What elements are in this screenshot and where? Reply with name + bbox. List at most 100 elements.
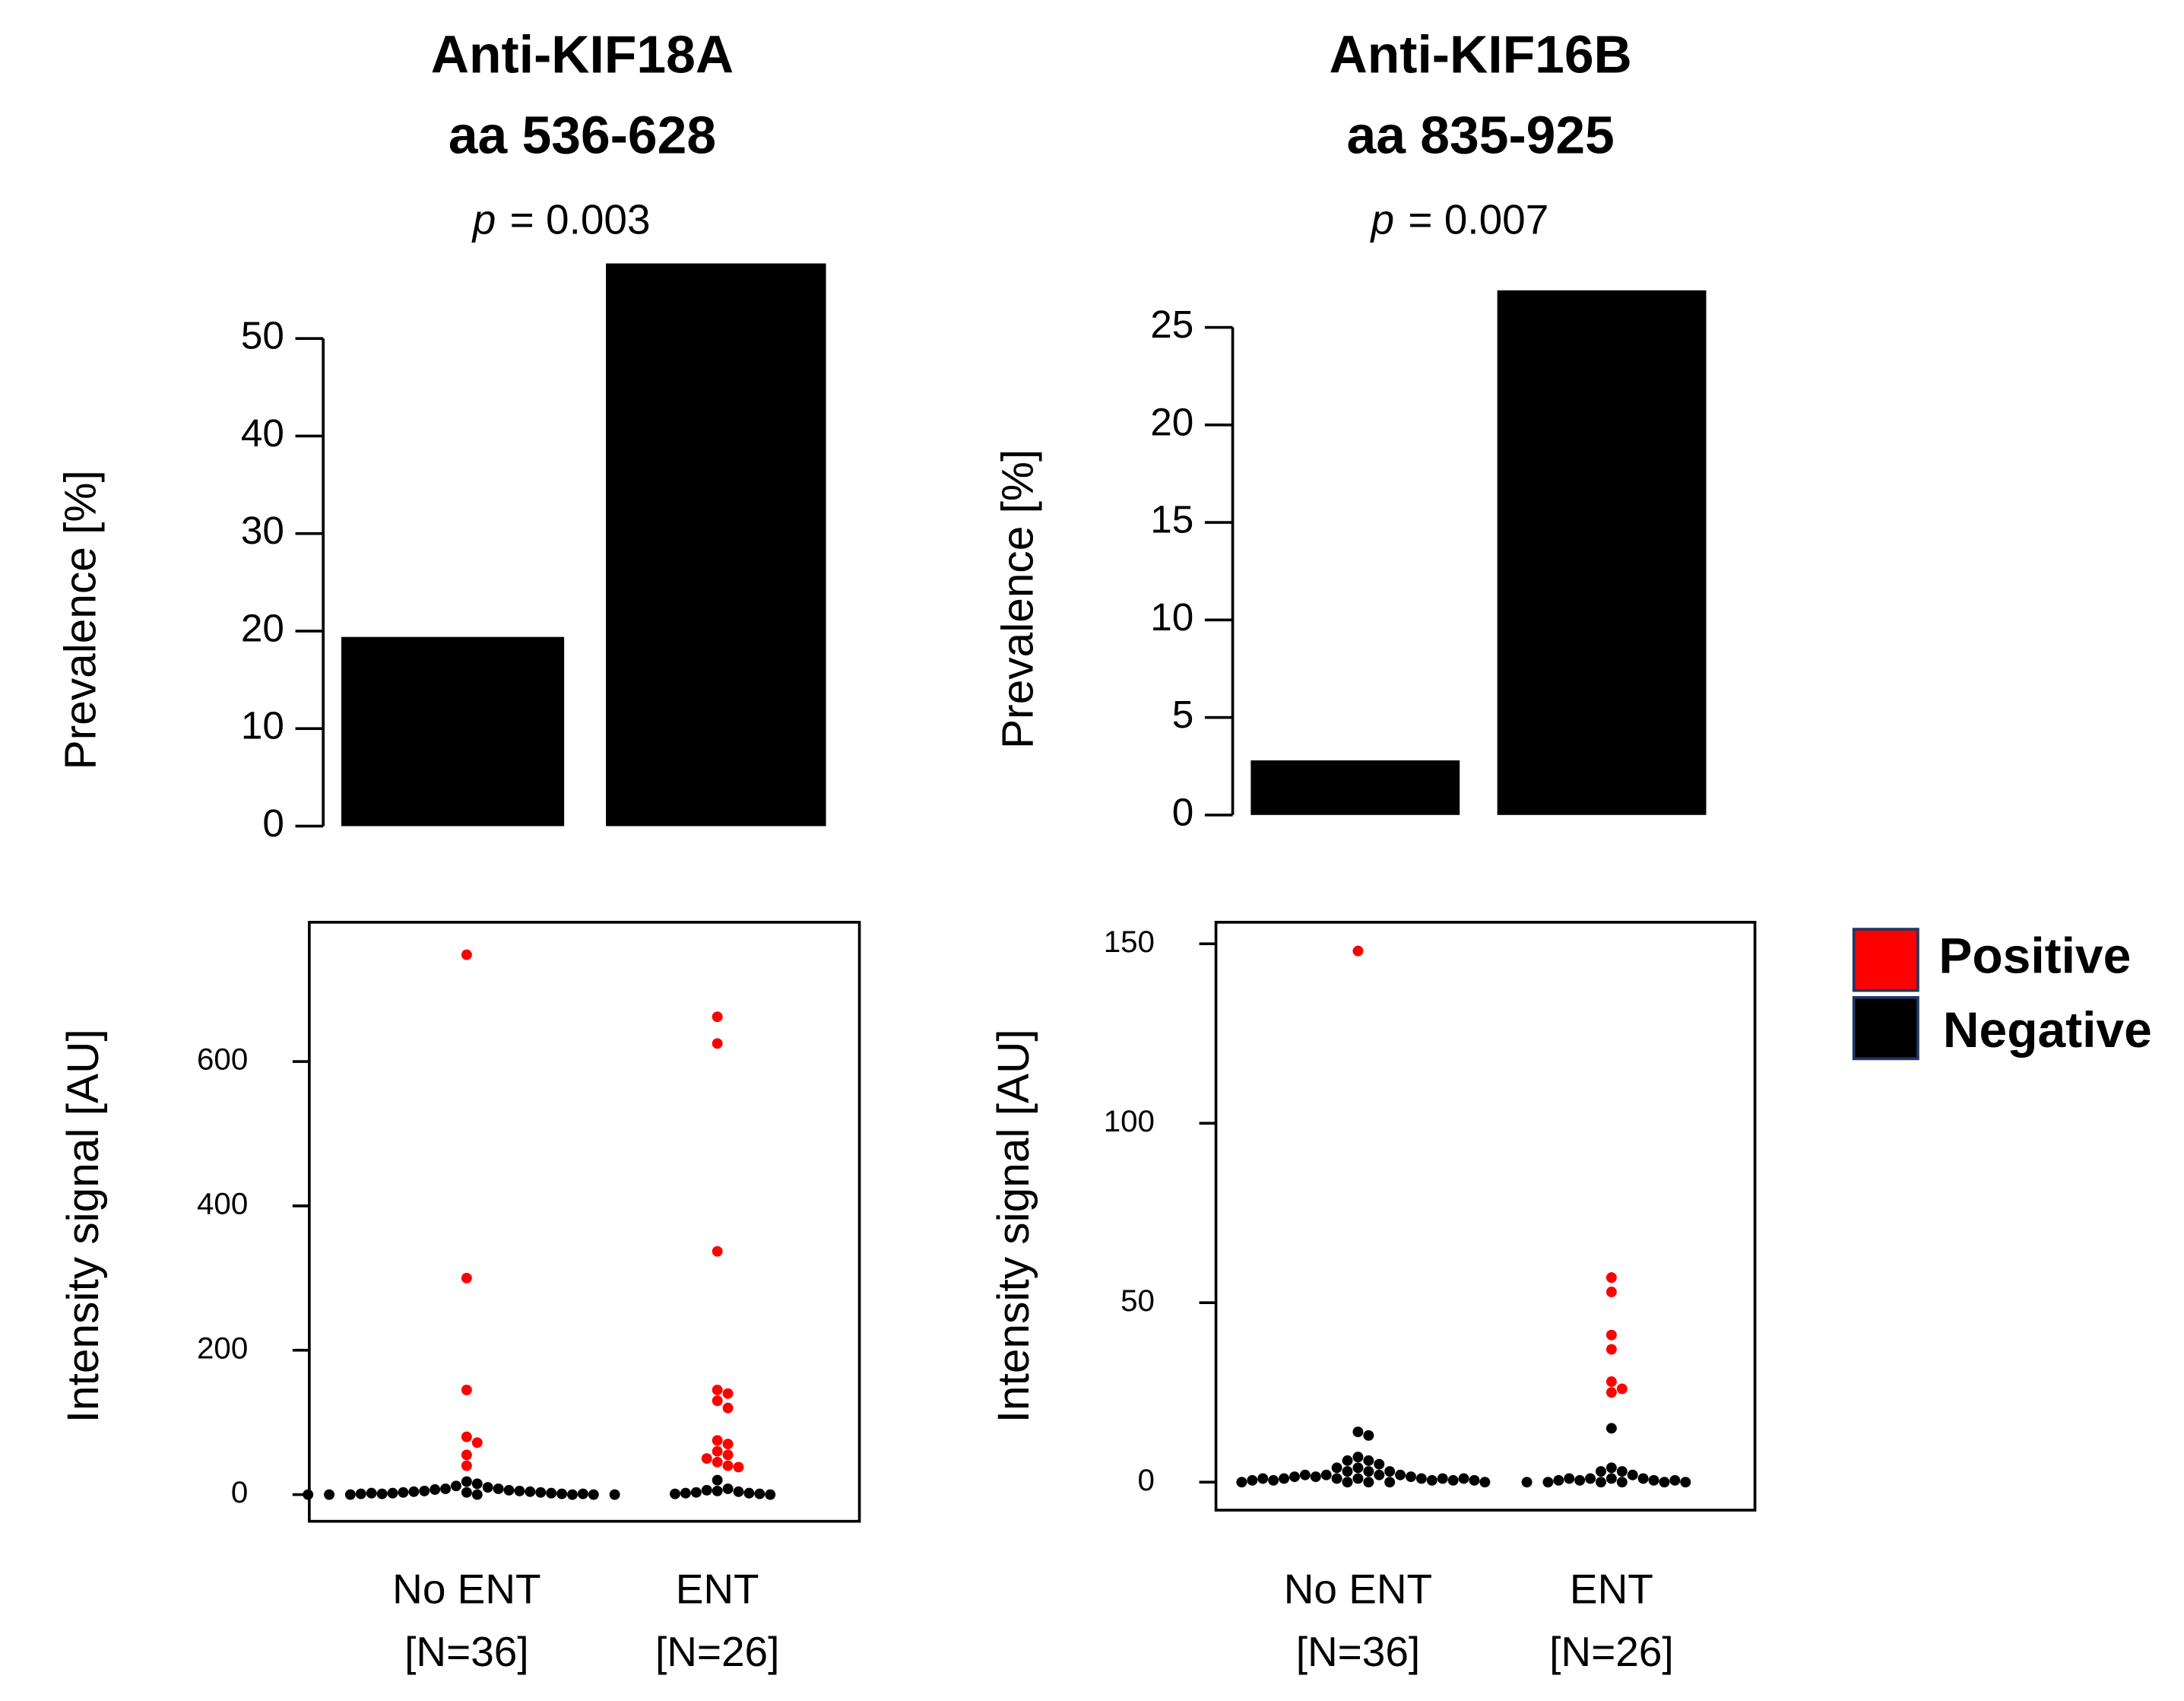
point	[461, 1384, 472, 1395]
point	[754, 1488, 766, 1499]
bar	[606, 263, 826, 827]
point	[471, 1478, 483, 1490]
point	[1606, 1473, 1617, 1484]
point	[1437, 1473, 1448, 1484]
point	[556, 1488, 568, 1499]
point	[1363, 1430, 1374, 1441]
point	[1289, 1471, 1300, 1483]
point	[1331, 1473, 1342, 1484]
point	[609, 1489, 620, 1500]
bar	[341, 636, 565, 827]
x-category-count: [N=36]	[404, 1628, 528, 1675]
y-tick-label: 0	[262, 801, 284, 845]
bar	[1497, 290, 1707, 815]
point	[461, 1487, 472, 1498]
point	[712, 1395, 723, 1407]
x-category-count: [N=26]	[1549, 1628, 1673, 1675]
point	[1395, 1469, 1406, 1480]
point	[733, 1461, 744, 1473]
point	[1257, 1473, 1269, 1484]
legend-swatch	[1852, 995, 1919, 1061]
y-axis-label: Prevalence [%]	[56, 470, 106, 770]
point	[577, 1488, 588, 1499]
chart-subtitle: aa 536-628	[449, 106, 716, 165]
point	[461, 1272, 472, 1284]
point	[1680, 1477, 1691, 1488]
point	[303, 1489, 314, 1500]
plot-box	[308, 921, 861, 1523]
point	[1616, 1383, 1628, 1395]
point	[722, 1439, 734, 1450]
point	[1279, 1473, 1290, 1484]
y-tick-label: 0	[1172, 790, 1194, 833]
point	[1669, 1474, 1681, 1486]
point	[1363, 1466, 1374, 1477]
point	[712, 1011, 723, 1023]
p-label: p	[1370, 196, 1395, 243]
point	[712, 1038, 723, 1049]
point	[1637, 1473, 1649, 1484]
point	[461, 949, 472, 960]
y-axis-label: Intensity signal [AU]	[59, 1029, 108, 1423]
point	[1236, 1477, 1247, 1488]
y-tick-label: 50	[241, 314, 284, 357]
point	[324, 1489, 335, 1500]
point	[461, 1431, 472, 1442]
point	[1352, 1452, 1364, 1463]
point	[535, 1487, 547, 1498]
point	[1659, 1477, 1670, 1488]
y-axis-label: Prevalence [%]	[994, 449, 1043, 749]
point	[701, 1453, 712, 1465]
point	[1574, 1474, 1586, 1486]
x-category-count: [N=36]	[1296, 1628, 1420, 1675]
point	[712, 1474, 723, 1486]
point	[1352, 1426, 1364, 1438]
point	[1542, 1477, 1554, 1488]
point	[493, 1483, 504, 1494]
point	[1384, 1477, 1396, 1488]
point	[514, 1485, 525, 1496]
x-category-label: ENT	[676, 1566, 759, 1613]
point	[1479, 1477, 1491, 1488]
x-category-label: No ENT	[392, 1566, 540, 1613]
point	[440, 1483, 452, 1494]
point	[690, 1487, 702, 1498]
point	[1606, 1462, 1617, 1474]
point	[743, 1487, 755, 1499]
point	[471, 1437, 483, 1449]
point	[525, 1486, 536, 1497]
point	[1426, 1474, 1438, 1486]
point	[1606, 1329, 1617, 1341]
point	[1606, 1287, 1617, 1297]
point	[670, 1488, 680, 1499]
point	[461, 1449, 472, 1461]
point	[1352, 1473, 1364, 1484]
point	[588, 1489, 599, 1500]
y-tick-label: 50	[1121, 1284, 1155, 1318]
point	[1648, 1474, 1659, 1486]
y-tick-label: 20	[241, 606, 284, 649]
point	[1363, 1477, 1374, 1488]
point	[722, 1402, 734, 1414]
point	[1352, 945, 1364, 957]
point	[1469, 1474, 1480, 1486]
point	[1406, 1471, 1416, 1483]
point	[1374, 1469, 1385, 1480]
point	[1447, 1474, 1459, 1486]
point	[1585, 1473, 1596, 1484]
point	[461, 1476, 472, 1487]
point	[722, 1483, 734, 1494]
point	[482, 1482, 493, 1493]
point	[1627, 1469, 1638, 1480]
point	[1320, 1469, 1332, 1480]
point	[1268, 1474, 1279, 1486]
point	[1606, 1387, 1617, 1398]
y-tick-label: 10	[1150, 595, 1193, 639]
point	[471, 1489, 483, 1500]
point	[1596, 1466, 1606, 1477]
legend-label: Positive	[1938, 928, 2131, 984]
y-tick-label: 5	[1172, 693, 1194, 736]
point	[1616, 1466, 1628, 1477]
point	[1352, 1462, 1364, 1474]
